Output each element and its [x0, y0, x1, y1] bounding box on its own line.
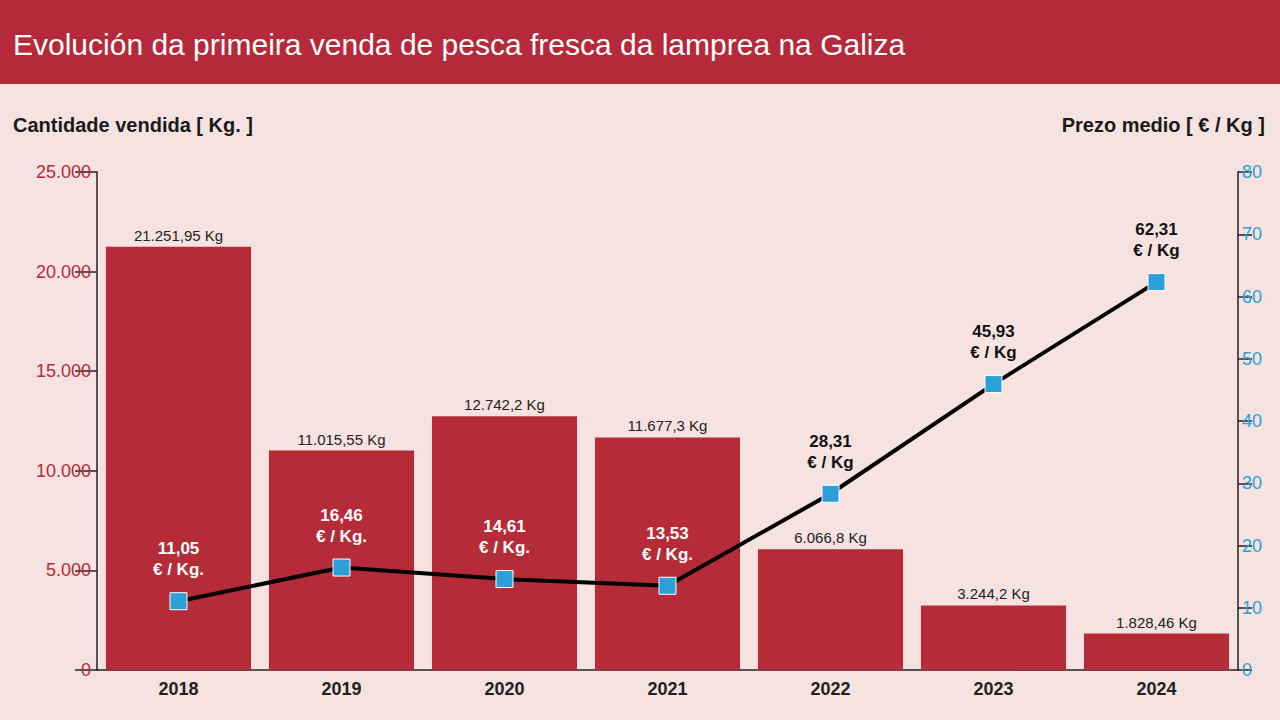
svg-text:€ / Kg.: € / Kg.	[153, 560, 204, 579]
svg-text:€ / Kg.: € / Kg.	[642, 545, 693, 564]
svg-text:Evolución da primeira venda de: Evolución da primeira venda de pesca fre…	[13, 28, 905, 61]
svg-text:2019: 2019	[321, 679, 361, 699]
svg-text:40: 40	[1242, 411, 1262, 431]
svg-text:80: 80	[1242, 162, 1262, 182]
svg-text:20: 20	[1242, 536, 1262, 556]
svg-text:60: 60	[1242, 287, 1262, 307]
svg-text:10: 10	[1242, 598, 1262, 618]
svg-text:12.742,2 Kg: 12.742,2 Kg	[464, 396, 545, 413]
svg-text:25.000: 25.000	[36, 162, 91, 182]
svg-text:2020: 2020	[484, 679, 524, 699]
svg-text:Cantidade vendida [ Kg. ]: Cantidade vendida [ Kg. ]	[13, 114, 253, 136]
svg-text:Prezo medio [ € / Kg ]: Prezo medio [ € / Kg ]	[1062, 114, 1265, 136]
svg-text:€ / Kg.: € / Kg.	[479, 538, 530, 557]
svg-text:10.000: 10.000	[36, 461, 91, 481]
svg-text:28,31: 28,31	[809, 432, 852, 451]
svg-text:2023: 2023	[973, 679, 1013, 699]
svg-text:50: 50	[1242, 349, 1262, 369]
svg-text:6.066,8 Kg: 6.066,8 Kg	[794, 529, 867, 546]
svg-text:€ / Kg: € / Kg	[1133, 241, 1179, 260]
svg-text:11.677,3 Kg: 11.677,3 Kg	[628, 417, 708, 434]
svg-text:30: 30	[1242, 473, 1262, 493]
svg-text:15.000: 15.000	[36, 361, 91, 381]
svg-text:0: 0	[1242, 660, 1252, 680]
svg-text:70: 70	[1242, 224, 1262, 244]
svg-text:2022: 2022	[810, 679, 850, 699]
svg-text:1.828,46 Kg: 1.828,46 Kg	[1116, 614, 1197, 631]
svg-text:11,05: 11,05	[158, 539, 200, 558]
svg-text:45,93: 45,93	[972, 322, 1015, 341]
svg-text:5.000: 5.000	[46, 560, 91, 580]
svg-text:0: 0	[81, 660, 91, 680]
svg-text:€ / Kg: € / Kg	[970, 343, 1016, 362]
svg-text:16,46: 16,46	[320, 506, 363, 525]
svg-text:14,61: 14,61	[483, 517, 526, 536]
svg-text:2021: 2021	[647, 679, 687, 699]
svg-text:11.015,55 Kg: 11.015,55 Kg	[297, 431, 385, 448]
svg-text:13,53: 13,53	[646, 524, 689, 543]
svg-text:62,31: 62,31	[1135, 220, 1178, 239]
svg-text:€ / Kg.: € / Kg.	[316, 527, 367, 546]
svg-text:€ / Kg: € / Kg	[807, 453, 853, 472]
svg-text:2024: 2024	[1136, 679, 1176, 699]
svg-text:3.244,2 Kg: 3.244,2 Kg	[957, 585, 1030, 602]
svg-text:20.000: 20.000	[36, 262, 91, 282]
svg-text:21.251,95 Kg: 21.251,95 Kg	[134, 227, 223, 244]
svg-text:2018: 2018	[158, 679, 198, 699]
